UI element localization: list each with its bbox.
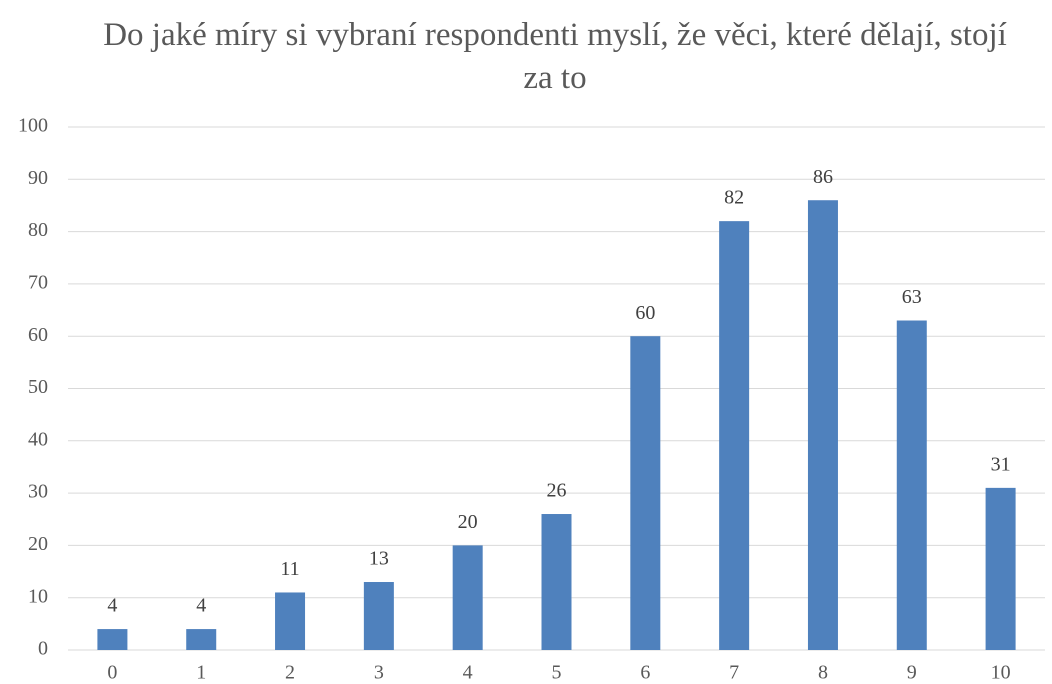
data-label: 63 — [902, 286, 922, 308]
data-label: 86 — [813, 166, 833, 188]
bar — [363, 582, 394, 650]
bar — [896, 320, 927, 650]
data-label: 31 — [991, 453, 1011, 475]
bar — [452, 545, 483, 650]
data-label: 11 — [280, 558, 299, 580]
bar — [275, 592, 306, 650]
y-tick-label: 40 — [28, 428, 48, 450]
data-label: 4 — [196, 595, 206, 617]
y-tick-label: 0 — [38, 638, 48, 660]
bar — [541, 514, 572, 650]
bar — [186, 629, 217, 650]
y-tick-label: 60 — [28, 324, 48, 346]
x-tick-label: 5 — [552, 662, 562, 684]
x-tick-label: 3 — [374, 662, 384, 684]
data-label: 20 — [458, 511, 478, 533]
data-label: 60 — [635, 302, 655, 324]
y-tick-label: 100 — [18, 115, 48, 137]
x-tick-label: 6 — [640, 662, 650, 684]
bar — [807, 200, 838, 650]
x-tick-label: 1 — [196, 662, 206, 684]
data-label: 82 — [724, 187, 744, 209]
bar — [630, 336, 661, 650]
y-tick-label: 30 — [28, 481, 48, 503]
x-tick-label: 8 — [818, 662, 828, 684]
y-tick-label: 20 — [28, 533, 48, 555]
x-tick-label: 7 — [729, 662, 739, 684]
data-label: 13 — [369, 548, 389, 570]
data-label: 26 — [547, 480, 567, 502]
x-tick-label: 9 — [907, 662, 917, 684]
x-tick-label: 2 — [285, 662, 295, 684]
y-tick-label: 90 — [28, 167, 48, 189]
y-tick-label: 50 — [28, 376, 48, 398]
y-tick-label: 80 — [28, 219, 48, 241]
x-tick-label: 0 — [107, 662, 117, 684]
y-tick-label: 10 — [28, 585, 48, 607]
bar — [985, 487, 1016, 650]
x-tick-label: 10 — [991, 662, 1011, 684]
data-label: 4 — [107, 595, 117, 617]
bar — [719, 221, 750, 650]
x-tick-label: 4 — [463, 662, 473, 684]
bar — [97, 629, 128, 650]
chart-title: Do jaké míry si vybraní respondenti mysl… — [103, 17, 1007, 96]
y-tick-label: 70 — [28, 271, 48, 293]
